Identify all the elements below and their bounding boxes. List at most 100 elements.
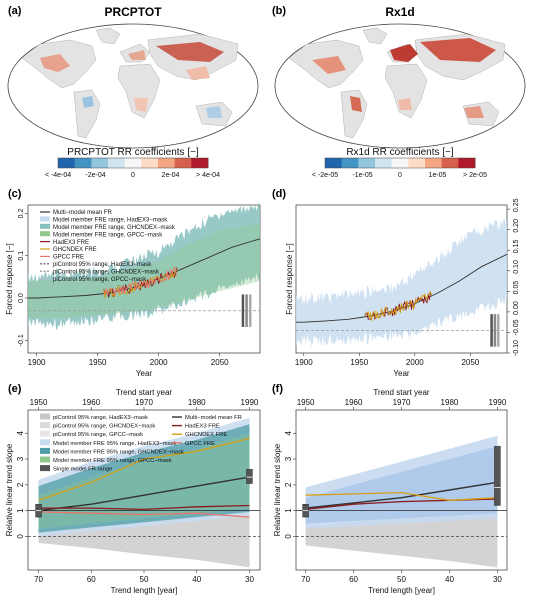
legend-swatch [40, 413, 50, 420]
picontrol-range-bar [490, 314, 493, 347]
y-tick-label: 0.20 [513, 219, 520, 233]
y-axis-label: Forced response [−] [5, 243, 14, 314]
legend-swatch [40, 422, 50, 429]
colorbar-swatch [425, 158, 443, 168]
legend-label: Multi−model mean FR [53, 210, 113, 216]
y-tick-label: 0.1 [18, 251, 25, 261]
x-tick-label: 60 [87, 575, 96, 584]
series-gpcc [38, 511, 250, 518]
legend-label: GPCC FRE [185, 441, 215, 447]
y-tick-label: 2 [284, 482, 293, 487]
colorbar-swatch [124, 158, 142, 168]
colorbar-swatch [58, 158, 76, 168]
y-tick-label: -0.05 [513, 319, 520, 335]
colorbar-swatch [358, 158, 376, 168]
series-observed-fre [103, 265, 178, 296]
y-tick-label: 3 [284, 456, 293, 461]
legend-label: piControl 95% range, GPCC−mask [53, 277, 147, 283]
top-x-tick-label: 1960 [345, 398, 363, 407]
legend-panel-c: Multi−model mean FR Model member FRE rang… [40, 210, 176, 283]
x-tick-label: 1900 [295, 358, 313, 367]
colorbar-tick-label: 0 [398, 172, 402, 179]
top-x-axis-label: Trend start year [116, 388, 173, 397]
legend-label: HadEX3 FRE [53, 240, 89, 246]
legend-swatch [40, 465, 50, 472]
legend-panel-e: piControl 95% range, HadEX3−mask piContro… [40, 413, 242, 473]
colorbar-tick-label: -1e-05 [352, 172, 372, 179]
x-tick-label: 30 [245, 575, 254, 584]
colorbar-swatch [141, 158, 159, 168]
legend-label: piControl 95% range, GHCNDEX−mask [53, 424, 155, 430]
picontrol-range-bar [245, 294, 248, 327]
y-tick-label: 4 [284, 430, 293, 435]
picontrol-range-bar [493, 314, 497, 347]
timeseries-panel-d: 1900 1950 2000 2050 Year -0.10 -0.05 0.00 0.05 0.… [285, 198, 520, 378]
x-tick-label: 60 [349, 575, 358, 584]
y-tick-label: 0.00 [513, 301, 520, 315]
timeseries-panel-c: 1900 1950 2000 2050 Year -0.1 0.0 0.1 0.2 Forced … [5, 201, 261, 378]
colorbar-swatch [391, 158, 409, 168]
colorbar-swatch [325, 158, 343, 168]
y-axis-label: Forced response [−] [285, 243, 294, 314]
greenland-a [95, 27, 121, 45]
x-tick-label: 70 [34, 575, 43, 584]
series-observed-fre [364, 290, 432, 321]
map-b-anomaly [312, 38, 496, 118]
colorbar-swatch [74, 158, 92, 168]
colorbar-swatch [408, 158, 426, 168]
x-tick-label: 40 [445, 575, 454, 584]
series-multi-model-mean [296, 253, 508, 323]
legend-swatch [40, 447, 50, 454]
x-tick-label: 2000 [150, 358, 168, 367]
colorbar-swatch [91, 158, 109, 168]
legend-label: Model member FRE 95% range, GHCNDEX−mask [53, 449, 184, 455]
colorbar-rx1d: Rx1d RR coefficients [−] < -2e-05 -1e-05 0 1… [312, 147, 487, 179]
y-tick-label: 0.10 [513, 260, 520, 274]
y-tick-label: 3 [16, 456, 25, 461]
x-tick-label: 50 [397, 575, 406, 584]
legend-label: piControl 95% range, HadEX3−mask [53, 262, 152, 268]
top-x-tick-label: 1980 [441, 398, 459, 407]
legend-label: HadEX3 FRE [185, 424, 220, 430]
y-axis-label: Relative linear trend slope [273, 443, 282, 536]
top-x-tick-label: 1950 [30, 398, 48, 407]
legend-label: Model member FRE range, HadEX3−mask [53, 218, 168, 224]
panel-letter-a: (a) [8, 5, 22, 17]
colorbar-tick-label: > 4e-04 [196, 172, 220, 179]
legend-label: piControl 95% range, HadEX3−mask [53, 415, 148, 421]
map-title-b: Rx1d [385, 5, 414, 19]
colorbar-frame [57, 157, 209, 169]
y-tick-label: 0.15 [513, 239, 520, 253]
map-title-a: PRCPTOT [104, 5, 162, 19]
colorbar-title: PRCPTOT RR coefficients [−] [67, 147, 199, 158]
legend-swatch [40, 231, 50, 237]
y-tick-label: -0.10 [513, 340, 520, 356]
y-tick-label: 0.0 [18, 293, 25, 303]
legend-swatch [40, 456, 50, 463]
colorbar-swatch [191, 158, 209, 168]
series-multi-model-mean [305, 481, 498, 509]
colorbar-tick-label: > 2e-05 [463, 172, 487, 179]
legend-label: Model member FRE 95% range, GPCC−mask [53, 458, 172, 464]
top-x-tick-label: 1990 [489, 398, 507, 407]
x-axis-label: Year [393, 369, 410, 378]
colorbar-title: Rx1d RR coefficients [−] [346, 147, 454, 158]
legend-label: GHCNDEX FRE [185, 432, 227, 438]
top-x-tick-label: 1950 [297, 398, 315, 407]
single-model-box [494, 445, 501, 506]
legend-swatch [40, 439, 50, 446]
top-x-tick-label: 1990 [241, 398, 259, 407]
legend-label: GPCC FRE [53, 255, 84, 261]
panel-letter-c: (c) [8, 188, 22, 200]
x-axis-label: Year [136, 369, 153, 378]
legend-label: Single model FR range [53, 467, 112, 473]
fre-range-band-gpcc [28, 223, 260, 319]
colorbar-tick-label: < -4e-04 [45, 172, 71, 179]
africa-a [117, 63, 161, 119]
panel-letter-f: (f) [272, 383, 283, 395]
africa-b [384, 63, 428, 119]
single-model-box [246, 469, 253, 484]
y-tick-label: 0.05 [513, 281, 520, 295]
